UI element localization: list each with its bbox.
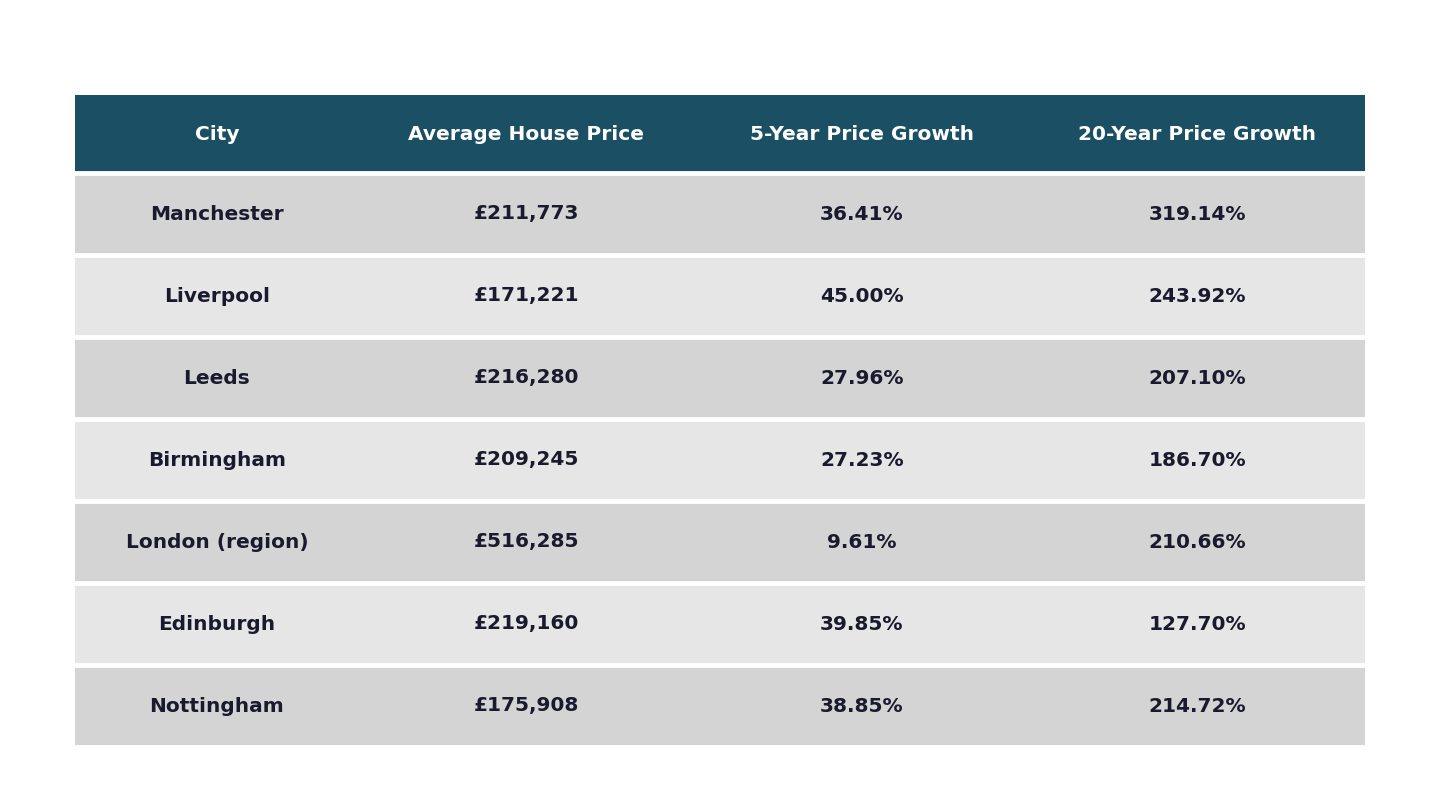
Bar <box>1030 501 1365 583</box>
Text: 45.00%: 45.00% <box>821 286 904 306</box>
Text: 210.66%: 210.66% <box>1149 533 1246 551</box>
Bar <box>75 665 359 747</box>
Bar <box>694 419 1030 501</box>
Text: 186.70%: 186.70% <box>1149 450 1246 470</box>
Text: £209,245: £209,245 <box>474 450 579 470</box>
Text: London (region): London (region) <box>125 533 308 551</box>
Text: Birmingham: Birmingham <box>148 450 287 470</box>
Bar <box>1030 419 1365 501</box>
Text: 214.72%: 214.72% <box>1149 697 1246 715</box>
Text: £216,280: £216,280 <box>474 369 579 387</box>
Text: Edinburgh: Edinburgh <box>158 614 275 634</box>
Bar <box>359 95 694 173</box>
Text: £175,908: £175,908 <box>474 697 579 715</box>
Bar <box>694 173 1030 255</box>
Text: £219,160: £219,160 <box>474 614 579 634</box>
Text: Average House Price: Average House Price <box>409 125 645 143</box>
Bar <box>1030 665 1365 747</box>
Bar <box>359 665 694 747</box>
Bar <box>694 665 1030 747</box>
Bar <box>1030 583 1365 665</box>
Bar <box>75 173 359 255</box>
Bar <box>75 583 359 665</box>
Text: 36.41%: 36.41% <box>821 205 904 223</box>
Text: 27.96%: 27.96% <box>821 369 904 387</box>
Bar <box>359 255 694 337</box>
Text: £211,773: £211,773 <box>474 205 579 223</box>
Bar <box>1030 173 1365 255</box>
Text: 39.85%: 39.85% <box>821 614 904 634</box>
Bar <box>694 255 1030 337</box>
Text: 5-Year Price Growth: 5-Year Price Growth <box>750 125 973 143</box>
Text: 38.85%: 38.85% <box>821 697 904 715</box>
Bar <box>75 95 359 173</box>
Bar <box>359 583 694 665</box>
Bar <box>359 337 694 419</box>
Text: 243.92%: 243.92% <box>1149 286 1246 306</box>
Bar <box>1030 255 1365 337</box>
Text: £516,285: £516,285 <box>474 533 579 551</box>
Bar <box>694 501 1030 583</box>
Text: 207.10%: 207.10% <box>1149 369 1246 387</box>
Bar <box>75 501 359 583</box>
Bar <box>75 337 359 419</box>
Text: 9.61%: 9.61% <box>827 533 897 551</box>
Bar <box>694 583 1030 665</box>
Bar <box>1030 95 1365 173</box>
Bar <box>694 337 1030 419</box>
Text: 127.70%: 127.70% <box>1149 614 1246 634</box>
Text: Leeds: Leeds <box>183 369 251 387</box>
Text: £171,221: £171,221 <box>474 286 579 306</box>
Text: Manchester: Manchester <box>150 205 284 223</box>
Bar <box>359 501 694 583</box>
Text: Nottingham: Nottingham <box>150 697 284 715</box>
Bar <box>359 173 694 255</box>
Text: City: City <box>194 125 239 143</box>
Bar <box>694 95 1030 173</box>
Bar <box>75 419 359 501</box>
Bar <box>1030 337 1365 419</box>
Bar <box>359 419 694 501</box>
Text: 319.14%: 319.14% <box>1149 205 1246 223</box>
Text: 27.23%: 27.23% <box>821 450 904 470</box>
Text: Liverpool: Liverpool <box>164 286 269 306</box>
Text: 20-Year Price Growth: 20-Year Price Growth <box>1079 125 1316 143</box>
Bar <box>75 255 359 337</box>
